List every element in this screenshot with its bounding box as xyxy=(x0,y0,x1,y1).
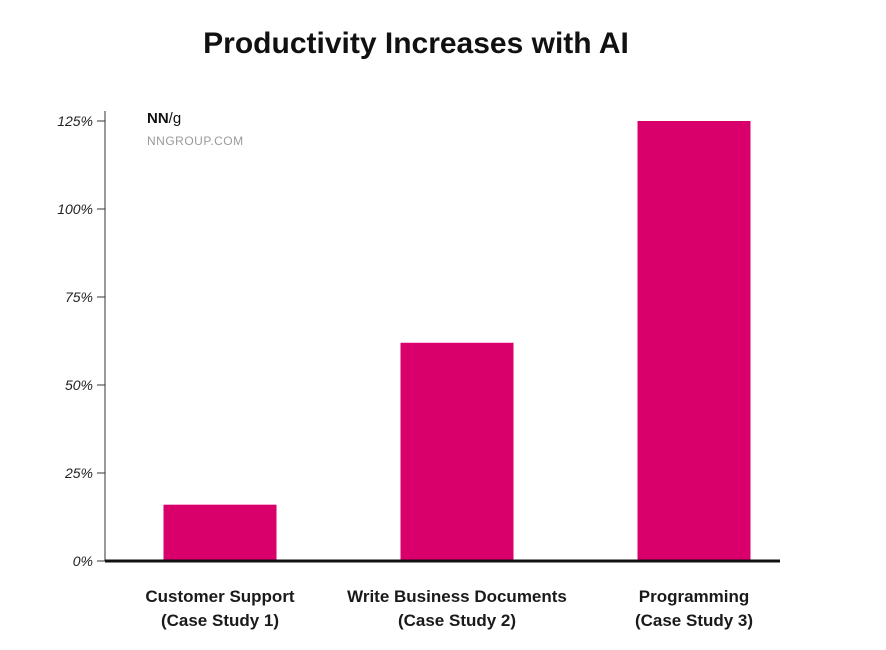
x-category-sublabel: (Case Study 1) xyxy=(161,611,279,630)
brand-logo-strong: NN xyxy=(147,110,169,127)
bars-group xyxy=(163,121,751,561)
brand-logo-text: NN/g xyxy=(147,110,181,127)
y-tick-label: 100% xyxy=(57,201,93,217)
bar xyxy=(163,504,277,561)
x-category-label: Write Business Documents xyxy=(347,587,567,606)
bar xyxy=(400,342,514,561)
brand-logo-rest: /g xyxy=(169,110,182,127)
y-axis: 0% 25% 50% 75% 100% 125% xyxy=(57,111,106,569)
x-category-label: Programming xyxy=(639,587,750,606)
y-tick-label: 125% xyxy=(57,113,93,129)
brand-url: NNGROUP.COM xyxy=(147,134,244,148)
y-tick-label: 50% xyxy=(65,377,93,393)
y-tick-label: 0% xyxy=(73,553,93,569)
nngroup-logo: NN/g NNGROUP.COM xyxy=(147,110,244,148)
x-axis-labels: Customer Support (Case Study 1) Write Busi… xyxy=(145,587,753,630)
bar xyxy=(637,121,751,561)
x-category-label: Customer Support xyxy=(145,587,295,606)
y-tick-label: 25% xyxy=(64,465,93,481)
x-category-sublabel: (Case Study 3) xyxy=(635,611,753,630)
chart-title: Productivity Increases with AI xyxy=(203,27,629,60)
y-tick-label: 75% xyxy=(65,289,93,305)
x-category-sublabel: (Case Study 2) xyxy=(398,611,516,630)
